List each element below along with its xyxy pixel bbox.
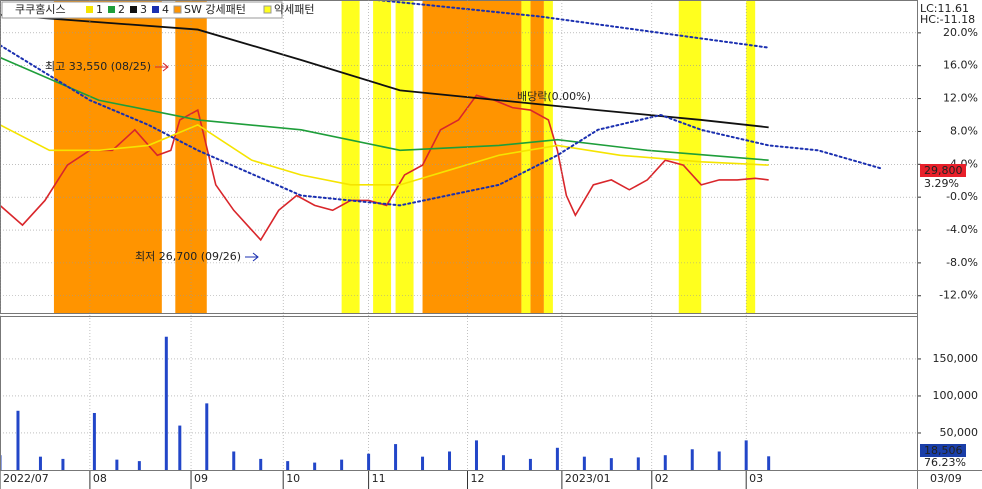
annotation: 최저 26,700 (09/26) (135, 250, 241, 263)
arrow (245, 252, 259, 262)
pattern-band (746, 0, 756, 313)
series-line (0, 13, 769, 129)
volume-bar (38, 456, 42, 470)
y-tick-label: -8.0% (946, 256, 978, 269)
volume-bar (609, 458, 613, 470)
x-tick-label: 03 (749, 472, 763, 485)
hc-label: HC:-11.18 (920, 13, 975, 26)
y-tick-label: 16.0% (943, 59, 978, 72)
price-box (920, 164, 966, 177)
volume-bar (690, 449, 694, 470)
volume-bar (340, 459, 344, 470)
legend-box (1, 1, 283, 19)
ratio-label: 76.23% (924, 456, 966, 469)
legend-label: 2 (118, 3, 125, 16)
change-label: 3.29% (924, 177, 959, 190)
series-line (0, 123, 769, 186)
volume-bar (582, 456, 586, 470)
volume-bar (16, 410, 20, 470)
volume-bar (474, 440, 478, 470)
legend-label: 1 (96, 3, 103, 16)
pattern-band (422, 0, 522, 313)
pattern-band (373, 0, 392, 313)
legend-swatch (86, 6, 93, 13)
volume-bar (394, 444, 398, 470)
x-tick-label: 09 (194, 472, 208, 485)
legend: 쿠쿠홈시스 1 2 3 4 SW 강세패턴 약세패턴 (1, 1, 314, 19)
volume-bar (61, 458, 65, 470)
x-tick-label: 10 (286, 472, 300, 485)
y-tick-label: 50,000 (940, 426, 979, 439)
pattern-band (530, 0, 544, 313)
x-tick-label: 11 (372, 472, 386, 485)
legend-swatch (130, 6, 137, 13)
pattern-band (521, 0, 531, 313)
legend-swatch (173, 5, 182, 14)
volume-bar (717, 451, 721, 470)
legend-label: 약세패턴 (274, 2, 314, 16)
annotation: 최고 33,550 (08/25) (45, 60, 151, 73)
legend-swatch (152, 6, 159, 13)
legend-title: 쿠쿠홈시스 (15, 2, 66, 16)
x-tick-label: 2023/01 (565, 472, 611, 485)
arrow (155, 62, 169, 72)
volume-bar (744, 440, 748, 470)
series-line (376, 0, 770, 49)
pattern-band (341, 0, 360, 313)
volume-bar (137, 461, 141, 470)
volume-bar (232, 451, 236, 470)
y-tick-label: -4.0% (946, 223, 978, 236)
volume-bar (663, 455, 667, 470)
volume-bar (528, 458, 532, 470)
legend-label: 3 (140, 3, 147, 16)
volume-label: 18,506 (924, 444, 963, 457)
x-tick-label: 12 (470, 472, 484, 485)
y-tick-label: 12.0% (943, 92, 978, 105)
volume-bar (636, 457, 640, 470)
series-line (0, 56, 769, 161)
volume-bar (767, 456, 771, 470)
volume-bar (115, 459, 119, 470)
x-tick-label: 02 (655, 472, 669, 485)
pattern-band (395, 0, 414, 313)
volume-bar (92, 412, 96, 470)
series-line (0, 44, 883, 207)
y-tick-label: 8.0% (950, 124, 978, 137)
y-tick-label: 100,000 (933, 389, 979, 402)
volume-bar (421, 456, 425, 470)
date-label: 03/09 (930, 472, 962, 485)
pattern-band (678, 0, 702, 313)
annotation: 배당락(0.00%) (517, 90, 591, 103)
pattern-band (543, 0, 553, 313)
x-tick-label: 2022/07 (3, 472, 49, 485)
volume-bar (286, 461, 290, 470)
volume-bar (259, 458, 263, 470)
y-tick-label: -0.0% (946, 190, 978, 203)
y-tick-label: 150,000 (933, 352, 979, 365)
volume-bar (555, 447, 559, 470)
volume-bar (448, 451, 452, 470)
volume-bar (164, 336, 168, 470)
pattern-band (53, 0, 162, 313)
volume-bar (501, 455, 505, 470)
legend-swatch (108, 6, 115, 13)
volume-box (920, 444, 966, 457)
volume-bar (205, 403, 209, 470)
volume-bar (313, 462, 317, 470)
lc-label: LC:11.61 (920, 2, 969, 15)
x-tick-label: 08 (93, 472, 107, 485)
volume-bar (178, 425, 182, 470)
y-tick-label: -12.0% (939, 289, 978, 302)
legend-swatch (263, 5, 272, 14)
series-line (0, 94, 769, 242)
legend-label: SW 강세패턴 (184, 3, 246, 16)
legend-label: 4 (162, 3, 169, 16)
volume-bar (367, 453, 371, 470)
price-label: 29,800 (924, 164, 963, 177)
y-tick-label: 20.0% (943, 26, 978, 39)
